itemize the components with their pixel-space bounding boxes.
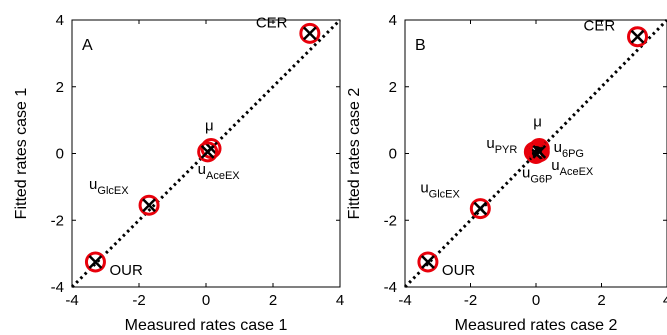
- data-point-cross: [200, 144, 215, 159]
- x-tick-label: 2: [597, 292, 605, 309]
- data-point-label-main: u: [89, 176, 97, 193]
- x-tick-label: 2: [269, 292, 277, 309]
- data-point-label: CER: [584, 18, 616, 35]
- y-tick-label: 2: [389, 79, 397, 96]
- data-point-cross: [421, 255, 435, 269]
- data-point: OUR: [84, 251, 143, 279]
- data-point-label-subscript: 6PG: [562, 148, 584, 160]
- data-point: CER: [256, 14, 321, 44]
- data-point-circle: [299, 22, 321, 44]
- data-point-cross: [88, 255, 103, 269]
- y-tick-label: -2: [51, 212, 64, 229]
- x-axis-label: Measured rates case 1: [125, 317, 288, 334]
- y-tick-label: 0: [56, 146, 64, 163]
- data-point-label-main: μ: [533, 113, 542, 130]
- data-point-label: uGlcEX: [89, 176, 129, 197]
- data-point-cross: [302, 26, 317, 41]
- data-point-label-main: u: [198, 161, 206, 178]
- data-point-label: uAceEX: [551, 157, 594, 178]
- data-point: uAceEX: [528, 141, 594, 178]
- data-point-label-main: μ: [205, 117, 214, 134]
- x-tick-label: -4: [398, 292, 411, 309]
- data-point-label-main: u: [486, 135, 494, 152]
- data-point-label-main: u: [554, 139, 562, 156]
- data-point-circle: [138, 194, 160, 216]
- data-point-label: OUR: [109, 262, 143, 279]
- data-point-label-subscript: GlcEX: [97, 185, 129, 197]
- data-point-label-subscript: AceEX: [560, 166, 594, 178]
- data-point-label: OUR: [442, 262, 476, 279]
- data-point-label: uPYR: [486, 135, 517, 156]
- x-axis-label: Measured rates case 2: [455, 317, 618, 334]
- y-tick-label: -4: [51, 279, 64, 296]
- y-tick-label: 0: [389, 146, 397, 163]
- data-point-label: CER: [256, 14, 288, 31]
- data-point-label: uAceEX: [198, 161, 241, 182]
- data-point-label-subscript: GlcEX: [429, 189, 461, 201]
- data-point-circle: [417, 251, 439, 273]
- data-point-label-main: CER: [256, 14, 288, 31]
- x-tick-label: 4: [336, 292, 344, 309]
- y-tick-label: -2: [384, 212, 397, 229]
- data-point-label-main: OUR: [109, 262, 143, 279]
- data-point-circle: [197, 141, 219, 163]
- data-point-cross: [142, 198, 156, 213]
- data-point-circle: [528, 141, 550, 163]
- data-point-label-subscript: PYR: [495, 144, 518, 156]
- data-point-label: uGlcEX: [420, 180, 460, 201]
- y-tick-label: 2: [56, 79, 64, 96]
- data-point-label-main: CER: [584, 18, 616, 35]
- data-point-label: μ: [205, 117, 214, 134]
- data-point-label: uG6P: [522, 165, 552, 186]
- x-tick-label: 4: [663, 292, 667, 309]
- x-tick-label: -2: [464, 292, 477, 309]
- data-point-label-subscript: AceEX: [206, 170, 240, 182]
- y-tick-label: 4: [56, 12, 64, 29]
- data-point-label: μ: [533, 113, 542, 130]
- data-point-label-subscript: G6P: [530, 174, 552, 186]
- data-point-cross: [630, 29, 645, 44]
- x-tick-label: -2: [132, 292, 145, 309]
- data-point-circle: [469, 198, 491, 220]
- data-point: OUR: [417, 251, 476, 279]
- x-tick-label: 0: [202, 292, 210, 309]
- data-point-label-main: u: [522, 165, 530, 182]
- data-point: uAceEX: [197, 141, 241, 182]
- y-axis-label: Fitted rates case 2: [346, 88, 363, 220]
- data-point-circle: [200, 137, 222, 159]
- y-tick-label: -4: [384, 279, 397, 296]
- x-tick-label: -4: [65, 292, 78, 309]
- scatter-panel-b: -4 -2 0 2 4 -4 -2 0 2 4 Measured rates case 2 Fitte…: [346, 12, 667, 334]
- y-tick-label: 4: [389, 12, 397, 29]
- scatter-panel-a: -4 -2 0 2 4 -4 -2 0 2 4 Measured rates case 1 Fitte…: [13, 12, 344, 334]
- data-point: CER: [584, 18, 649, 48]
- y-axis-label: Fitted rates case 1: [13, 88, 30, 220]
- data-point-label-main: u: [420, 180, 428, 197]
- panel-letter: B: [415, 37, 426, 54]
- data-point-label-main: OUR: [442, 262, 476, 279]
- data-point-label: u6PG: [554, 139, 584, 160]
- data-point-label-main: u: [551, 157, 559, 174]
- panel-letter: A: [82, 37, 93, 54]
- x-tick-label: 0: [532, 292, 540, 309]
- data-point-circle: [84, 251, 106, 273]
- data-point: uGlcEX: [89, 176, 160, 216]
- data-point-cross: [473, 201, 488, 216]
- data-point-circle: [627, 26, 649, 48]
- data-point: uGlcEX: [420, 180, 491, 220]
- data-point-cross: [532, 144, 547, 159]
